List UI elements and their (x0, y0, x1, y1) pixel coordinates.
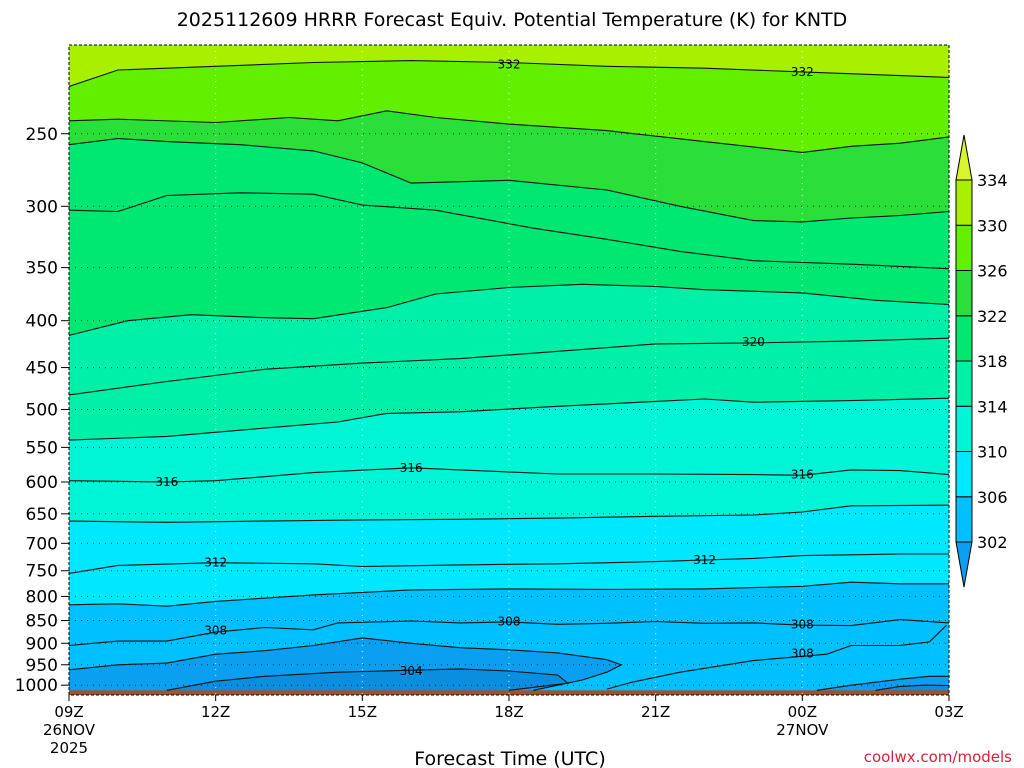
contour-l318 (69, 397, 949, 441)
contour-l304b (875, 684, 949, 691)
xtick-label-18Z: 18Z (494, 703, 523, 721)
colorbar-label-330: 330 (977, 216, 1008, 235)
y-axis: 2503003504004505005506006507007508008509… (15, 125, 69, 696)
colorbar: 302 306 310 314 318 322 326 330 334 (955, 134, 1008, 588)
contour-label-8: 308 (204, 624, 227, 638)
colorbar-label-322: 322 (977, 307, 1008, 326)
contour-label-1: 332 (791, 65, 814, 79)
colorbar-box-318-322 (955, 315, 973, 362)
colorbar-box-302-306 (955, 496, 973, 543)
colorbar-label-318: 318 (977, 352, 1008, 371)
xtick-label-00Z: 00Z (788, 703, 817, 721)
ytick-label-250: 250 (26, 125, 58, 145)
colorbar-label-334: 334 (977, 171, 1008, 190)
colorbar-box-314-318 (955, 360, 973, 407)
colorbar-extend-bottom (955, 541, 973, 588)
contour-label-4: 316 (400, 461, 423, 475)
xtick-label-09Z: 09Z (54, 703, 83, 721)
ytick-label-850: 850 (26, 612, 58, 632)
ytick-label-500: 500 (26, 400, 58, 420)
colorbar-box-322-326 (955, 270, 973, 317)
ytick-label-750: 750 (26, 562, 58, 582)
colorbar-label-314: 314 (977, 397, 1008, 416)
xtick-label-21Z: 21Z (641, 703, 670, 721)
ytick-label-950: 950 (26, 656, 58, 676)
colorbar-label-306: 306 (977, 488, 1008, 507)
contour-l306b (816, 675, 949, 691)
contour-l306 (69, 637, 623, 691)
colorbar-box-310-314 (955, 405, 973, 452)
colorbar-box-330-334 (955, 179, 973, 226)
ytick-label-600: 600 (26, 473, 58, 493)
contour-l310 (69, 581, 949, 607)
ytick-label-550: 550 (26, 438, 58, 458)
ytick-label-1000: 1000 (15, 676, 58, 696)
contour-lines (69, 60, 949, 691)
ytick-label-350: 350 (26, 259, 58, 279)
contour-l304 (166, 668, 570, 691)
contour-label-10: 308 (791, 618, 814, 632)
colorbar-extend-top (955, 134, 973, 181)
ytick-label-800: 800 (26, 587, 58, 607)
contour-l330 (69, 60, 949, 88)
contour-l312 (69, 553, 949, 574)
contour-l308b (606, 624, 947, 690)
contour-l308a (69, 619, 949, 647)
contour-l316 (69, 467, 949, 483)
ytick-label-300: 300 (26, 197, 58, 217)
contour-l326 (69, 137, 949, 223)
contour-label-12: 304 (400, 664, 423, 678)
xtick-label-12Z: 12Z (201, 703, 230, 721)
contour-label-9: 308 (498, 614, 521, 628)
ytick-label-650: 650 (26, 505, 58, 525)
contour-label-7: 312 (693, 553, 716, 567)
ground-surface (69, 690, 949, 695)
xtick-label-03Z: 03Z (934, 703, 963, 721)
contour-labels: 332 332 320 316 316 316 312 312 308 308 308 308 304 (155, 57, 814, 678)
ytick-label-900: 900 (26, 634, 58, 654)
colorbar-label-302: 302 (977, 533, 1008, 552)
ytick-label-400: 400 (26, 312, 58, 332)
contour-label-2: 320 (742, 335, 765, 349)
colorbar-box-326-330 (955, 224, 973, 271)
contour-l322 (69, 283, 949, 336)
xtick-date-26NOV: 26NOV (43, 721, 96, 739)
contour-label-6: 312 (204, 556, 227, 570)
ytick-label-450: 450 (26, 359, 58, 379)
contour-l320 (69, 337, 949, 396)
contour-l314 (69, 504, 949, 523)
contour-l324 (69, 192, 949, 270)
credit-text: coolwx.com/models (864, 748, 1012, 766)
surface-band (69, 690, 949, 695)
x-axis-label: Forecast Time (UTC) (414, 748, 605, 768)
contour-l328 (69, 110, 949, 153)
contour-label-11: 308 (791, 646, 814, 660)
contour-label-0: 332 (498, 57, 521, 71)
ytick-label-700: 700 (26, 534, 58, 554)
chart-title: 2025112609 HRRR Forecast Equiv. Potentia… (177, 9, 848, 31)
xtick-year-2025: 2025 (50, 739, 88, 757)
xtick-date-27NOV: 27NOV (776, 721, 829, 739)
colorbar-label-310: 310 (977, 443, 1008, 462)
colorbar-box-306-310 (955, 451, 973, 498)
xtick-label-15Z: 15Z (348, 703, 377, 721)
colorbar-label-326: 326 (977, 262, 1008, 281)
grid (69, 45, 949, 695)
contour-label-3: 316 (155, 475, 178, 489)
contour-label-5: 316 (791, 468, 814, 482)
